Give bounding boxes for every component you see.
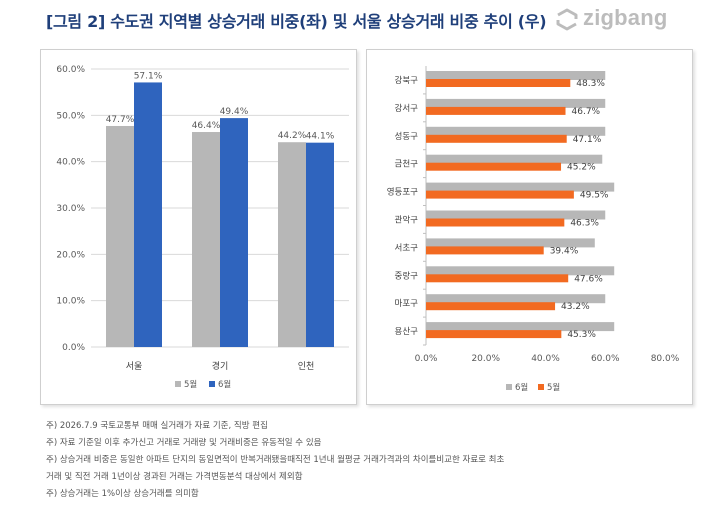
y-tick-label: 30.0% <box>56 204 85 214</box>
data-label: 47.6% <box>574 274 603 284</box>
data-label: 44.2% <box>278 131 307 141</box>
bar-may <box>426 246 544 255</box>
bar-may <box>426 218 565 227</box>
x-tick-label: 경기 <box>212 360 229 372</box>
y-tick-label: 50.0% <box>56 111 85 121</box>
y-tick-label: 0.0% <box>62 343 85 353</box>
bar-may <box>426 79 571 87</box>
y-tick-label: 20.0% <box>56 250 85 260</box>
data-label: 46.4% <box>192 121 221 131</box>
bar-june <box>426 294 606 304</box>
footnote-2: 주) 자료 기준일 이후 추가신고 거래로 거래량 및 거래비중은 유동적일 수… <box>46 438 322 448</box>
bar-may <box>426 106 566 115</box>
right-bar-chart: 48.3% 강북구 46.7% 강서구 47.1% 성동구 45.2% 금천구 49.5% 영등포… <box>387 66 680 393</box>
legend-label: 6월 <box>515 382 528 393</box>
y-tick-label: 성동구 <box>395 132 419 142</box>
data-label: 57.1% <box>134 71 163 81</box>
y-tick-label: 강서구 <box>395 103 419 114</box>
y-tick-label: 60.0% <box>56 65 85 75</box>
data-label: 46.3% <box>570 219 599 229</box>
figure-title: [그림 2] 수도권 지역별 상승거래 비중(좌) 및 서울 상승거래 비중 추… <box>46 12 547 31</box>
x-tick-label: 0.0% <box>415 354 438 364</box>
zigbang-logo-icon <box>556 8 578 31</box>
bar-may <box>426 134 567 143</box>
data-label: 39.4% <box>550 246 579 256</box>
y-tick-label: 금천구 <box>395 159 419 170</box>
bar-june <box>134 82 162 347</box>
x-tick-label: 40.0% <box>531 354 560 364</box>
legend-swatch <box>209 381 215 387</box>
y-tick-label: 영등포구 <box>387 187 418 198</box>
data-label: 46.7% <box>572 107 601 117</box>
right-chart-panel: 48.3% 강북구 46.7% 강서구 47.1% 성동구 45.2% 금천구 49.5% 영등포… <box>366 49 693 405</box>
legend-swatch <box>175 381 181 387</box>
bar-may <box>426 274 569 283</box>
bar-june <box>426 266 615 276</box>
bar-june <box>426 71 606 80</box>
data-label: 43.2% <box>561 302 590 312</box>
left-chart-panel: 0.0% 10.0% 20.0% 30.0% 40.0% 50.0% 60.0% 47.7% 5… <box>40 49 357 405</box>
bar-june <box>426 238 595 248</box>
x-tick-label: 80.0% <box>651 354 680 364</box>
bar-june <box>426 322 615 332</box>
data-label: 44.1% <box>306 132 335 142</box>
y-tick-label: 용산구 <box>395 326 419 337</box>
footnote-5: 주) 상승거래는 1%이상 상승거래를 의미함 <box>46 489 199 499</box>
bar-june <box>220 118 248 347</box>
bar-may <box>426 190 574 199</box>
x-tick-label: 인천 <box>298 361 315 372</box>
y-tick-label: 강북구 <box>395 75 419 86</box>
bar-june <box>426 210 606 220</box>
data-label: 47.7% <box>106 115 135 125</box>
bar-may <box>278 142 306 347</box>
data-label: 49.5% <box>580 191 609 201</box>
data-label: 45.3% <box>567 330 596 340</box>
data-label: 47.1% <box>573 135 602 145</box>
bar-may <box>426 302 556 311</box>
y-tick-label: 서초구 <box>395 243 419 253</box>
data-label: 49.4% <box>220 107 249 117</box>
logo-text: zigbang <box>583 5 668 30</box>
data-label: 48.3% <box>576 79 605 89</box>
bar-june <box>426 126 606 136</box>
y-tick-label: 마포구 <box>395 299 419 309</box>
footnotes: 주) 2026.7.9 국토교통부 매매 실거래가 자료 기준, 직방 편집 주… <box>46 418 504 503</box>
bar-june <box>426 154 603 164</box>
bar-may <box>192 132 220 347</box>
footnote-3: 주) 상승거래 비중은 동일한 아파트 단지의 동일면적이 반복거래됐을때직전 … <box>46 455 505 465</box>
bar-june <box>426 98 606 108</box>
bar-may <box>106 125 134 348</box>
bar-may <box>426 330 562 339</box>
legend-label: 5월 <box>184 379 197 390</box>
legend-swatch <box>538 384 544 390</box>
x-tick-label: 서울 <box>126 361 143 372</box>
y-tick-label: 관악구 <box>395 214 419 225</box>
zigbang-logo: zigbang <box>553 5 693 33</box>
x-tick-label: 60.0% <box>591 354 620 364</box>
y-tick-label: 중랑구 <box>395 270 419 281</box>
y-tick-label: 10.0% <box>56 297 85 307</box>
legend-label: 6월 <box>218 379 231 390</box>
bar-june <box>426 182 615 192</box>
bar-may <box>426 162 562 171</box>
left-bar-chart: 0.0% 10.0% 20.0% 30.0% 40.0% 50.0% 60.0% 47.7% 5… <box>56 65 349 390</box>
bar-june <box>306 142 334 347</box>
legend-label: 5월 <box>547 382 560 393</box>
y-tick-label: 40.0% <box>56 158 85 168</box>
legend-swatch <box>506 384 512 390</box>
data-label: 45.2% <box>567 163 596 173</box>
x-tick-label: 20.0% <box>471 354 500 364</box>
footnote-4: 거래 및 직전 거래 1년이상 경과된 거래는 가격변동분석 대상에서 제외함 <box>46 472 303 482</box>
footnote-1: 주) 2026.7.9 국토교통부 매매 실거래가 자료 기준, 직방 편집 <box>46 421 268 431</box>
